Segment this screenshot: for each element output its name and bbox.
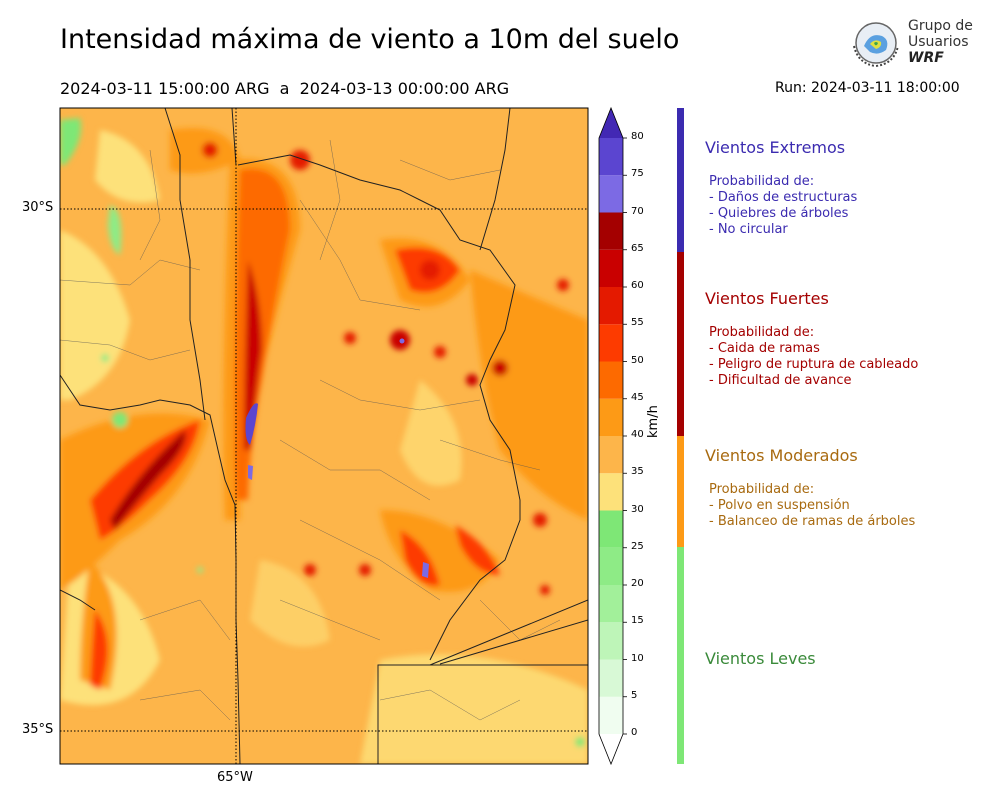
- extreme-wind-core: [245, 403, 258, 445]
- category-line: - Polvo en suspensión: [709, 498, 850, 513]
- colorbar: [598, 106, 627, 766]
- colorbar-bin: [599, 249, 623, 287]
- logo-line-1: Grupo de: [908, 18, 973, 34]
- category-line: - Balanceo de ramas de árboles: [709, 514, 916, 529]
- colorbar-tick-label: 45: [631, 391, 644, 403]
- lon-label-65w: 65°W: [217, 770, 253, 785]
- category-line: - No circular: [709, 222, 788, 237]
- colorbar-bin: [599, 547, 623, 585]
- category-bar-segment: [677, 252, 684, 436]
- category-bar-segment: [677, 436, 684, 547]
- colorbar-units: km/h: [646, 405, 661, 438]
- wind-map: [60, 108, 588, 764]
- colorbar-extend-top: [599, 108, 623, 138]
- colorbar-tick-label: 30: [631, 503, 644, 515]
- colorbar-bin: [599, 436, 623, 474]
- colorbar-bin: [599, 175, 623, 213]
- colorbar-tick-label: 70: [631, 205, 644, 217]
- page-title: Intensidad máxima de viento a 10m del su…: [60, 24, 680, 55]
- colorbar-bin: [599, 696, 623, 734]
- category-light: Vientos Leves: [705, 649, 816, 668]
- colorbar-bin: [599, 473, 623, 511]
- category-line: Probabilidad de:: [709, 482, 815, 497]
- colorbar-tick-label: 75: [631, 168, 644, 180]
- category-bar-segment: [677, 547, 684, 764]
- globe-icon: [853, 22, 899, 68]
- wind-field: [60, 118, 588, 764]
- category-extreme-body: Probabilidad de: - Daños de estructuras …: [709, 174, 857, 238]
- colorbar-tick-label: 65: [631, 242, 644, 254]
- category-bar-segment: [677, 108, 684, 252]
- colorbar-bin: [599, 324, 623, 362]
- colorbar-bin: [599, 585, 623, 623]
- wrf-group-logo: Grupo de Usuarios WRF: [848, 16, 973, 72]
- colorbar-tick-label: 10: [631, 652, 644, 664]
- category-moderate-body: Probabilidad de: - Polvo en suspensión -…: [709, 482, 915, 530]
- category-line: - Daños de estructuras: [709, 190, 858, 205]
- run-time: Run: 2024-03-11 18:00:00: [775, 80, 960, 96]
- category-strong-title: Vientos Fuertes: [705, 289, 829, 308]
- colorbar-extend-bottom: [599, 734, 623, 764]
- logo-text: Grupo de Usuarios WRF: [908, 18, 973, 66]
- category-line: Probabilidad de:: [709, 174, 815, 189]
- colorbar-bin: [599, 361, 623, 399]
- category-line: - Dificultad de avance: [709, 373, 852, 388]
- colorbar-tick-label: 50: [631, 354, 644, 366]
- colorbar-tick-label: 35: [631, 466, 644, 478]
- colorbar-tick-label: 80: [631, 131, 644, 142]
- colorbar-bin: [599, 212, 623, 250]
- category-line: - Peligro de ruptura de cableado: [709, 357, 919, 372]
- province-boundaries: [60, 108, 588, 764]
- category-line: - Caida de ramas: [709, 341, 820, 356]
- forecast-period: 2024-03-11 15:00:00 ARG a 2024-03-13 00:…: [60, 79, 510, 98]
- map-frame: [59, 107, 589, 765]
- colorbar-tick-label: 0: [631, 727, 638, 738]
- lat-label-30s: 30°S: [22, 200, 54, 215]
- category-line: Probabilidad de:: [709, 325, 815, 340]
- category-strong: Vientos Fuertes Probabilidad de: - Caida…: [705, 289, 918, 389]
- colorbar-bin: [599, 622, 623, 660]
- colorbar-tick-label: 5: [631, 689, 638, 701]
- lat-label-35s: 35°S: [22, 722, 54, 737]
- colorbar-bin: [599, 398, 623, 436]
- category-extreme-title: Vientos Extremos: [705, 138, 846, 157]
- graticule: [60, 108, 588, 764]
- category-moderate: Vientos Moderados Probabilidad de: - Pol…: [705, 446, 915, 530]
- category-light-title: Vientos Leves: [705, 649, 816, 668]
- colorbar-bin: [599, 138, 623, 176]
- colorbar-bin: [599, 659, 623, 697]
- colorbar-bin: [599, 510, 623, 548]
- logo-line-3: WRF: [908, 50, 944, 66]
- category-extreme: Vientos Extremos Probabilidad de: - Daño…: [705, 138, 857, 238]
- category-strong-body: Probabilidad de: - Caida de ramas - Peli…: [709, 325, 918, 389]
- category-moderate-title: Vientos Moderados: [705, 446, 858, 465]
- colorbar-tick-label: 20: [631, 578, 644, 589]
- category-line: - Quiebres de árboles: [709, 206, 849, 221]
- colorbar-bin: [599, 287, 623, 325]
- colorbar-tick-label: 60: [631, 280, 644, 291]
- colorbar-tick-label: 15: [631, 615, 644, 627]
- colorbar-tick-label: 40: [631, 429, 644, 440]
- colorbar-tick-label: 55: [631, 317, 644, 329]
- logo-line-2: Usuarios: [908, 34, 969, 50]
- category-bar: [677, 108, 684, 764]
- colorbar-tick-label: 25: [631, 540, 644, 552]
